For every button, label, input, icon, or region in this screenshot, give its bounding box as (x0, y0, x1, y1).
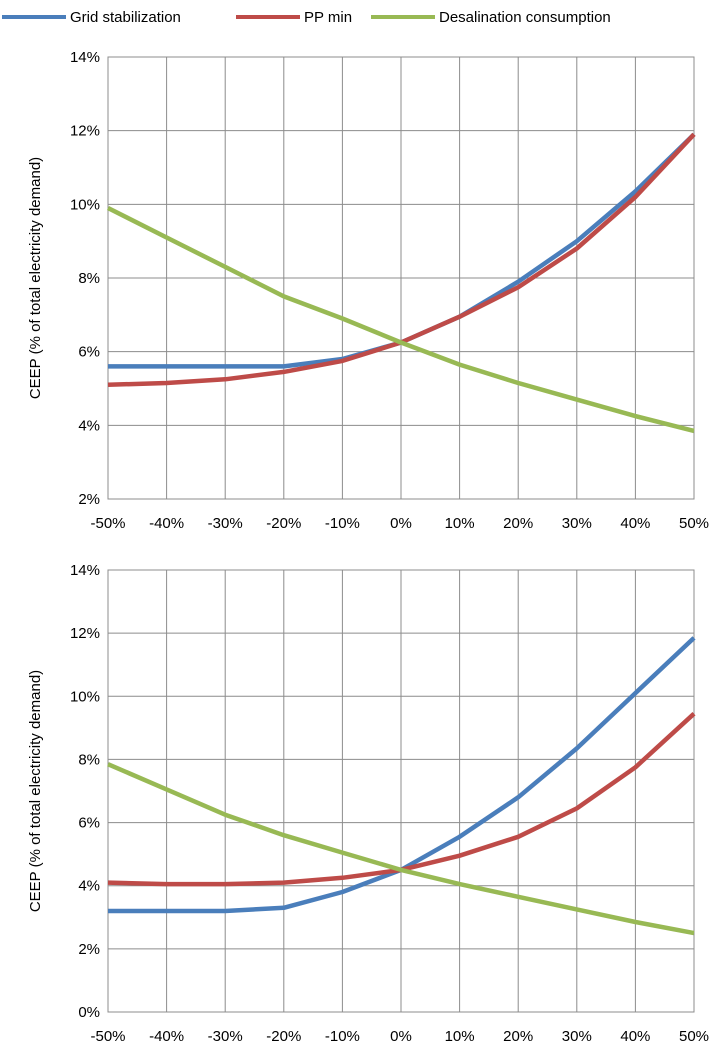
y-axis-title: CEEP (% of total electricity demand) (27, 670, 44, 912)
legend-item-grid-stabilization: Grid stabilization (2, 8, 181, 26)
legend-label-desalination-consumption: Desalination consumption (439, 8, 611, 26)
x-tick-label: -20% (266, 1028, 301, 1045)
y-tick-label: 12% (70, 625, 100, 642)
plot-area-border (107, 56, 695, 500)
plot-area-border (107, 569, 695, 1013)
legend-swatch-pp-min (236, 15, 300, 19)
x-tick-label: -10% (325, 1028, 360, 1045)
x-tick-label: -50% (90, 515, 125, 532)
y-tick-label: 8% (78, 751, 100, 768)
top-line-chart: 2% 4% 6% 8% 10% 12% 14% -50% -40% -30% -20% -10% 0% 1… (27, 49, 709, 532)
x-tick-label: -40% (149, 1028, 184, 1045)
y-tick-label: 2% (78, 491, 100, 508)
x-tick-label: 20% (503, 1028, 533, 1045)
x-tick-label: 40% (620, 1028, 650, 1045)
x-tick-label: 0% (390, 1028, 412, 1045)
series-line-desalination-consumption (106, 205, 695, 434)
x-tick-label: 20% (503, 515, 533, 532)
y-tick-label: 14% (70, 562, 100, 579)
legend-swatch-grid-stabilization (2, 15, 66, 19)
x-tick-label: 50% (679, 515, 709, 532)
y-tick-label: 10% (70, 688, 100, 705)
x-tick-label: -40% (149, 515, 184, 532)
x-tick-label: -20% (266, 515, 301, 532)
x-tick-label: 10% (445, 515, 475, 532)
y-tick-label: 10% (70, 196, 100, 213)
legend-label-pp-min: PP min (304, 8, 353, 26)
x-tick-label: 30% (562, 1028, 592, 1045)
legend-label-grid-stabilization: Grid stabilization (70, 8, 181, 26)
y-tick-label: 14% (70, 49, 100, 66)
x-tick-label: 30% (562, 515, 592, 532)
y-tick-label: 12% (70, 123, 100, 140)
x-tick-label: 10% (445, 1028, 475, 1045)
y-axis-title: CEEP (% of total electricity demand) (27, 157, 44, 399)
y-tick-label: 6% (78, 815, 100, 832)
x-tick-label: -30% (208, 515, 243, 532)
bottom-line-chart: 0% 2% 4% 6% 8% 10% 12% 14% -50% -40% -30% -20% -10% 0… (27, 562, 709, 1045)
y-tick-label: 2% (78, 941, 100, 958)
x-tick-label: -10% (325, 515, 360, 532)
y-tick-label: 0% (78, 1004, 100, 1021)
series-line-desalination-consumption (107, 762, 695, 936)
x-tick-label: 50% (679, 1028, 709, 1045)
legend-item-desalination-consumption: Desalination consumption (371, 8, 611, 26)
x-tick-label: 40% (620, 515, 650, 532)
legend-item-pp-min: PP min (236, 8, 352, 26)
chart-legend: Grid stabilization PP min Desalination c… (0, 0, 713, 34)
y-tick-label: 4% (78, 878, 100, 895)
y-tick-label: 6% (78, 344, 100, 361)
x-tick-label: -30% (208, 1028, 243, 1045)
legend-swatch-desalination-consumption (371, 15, 435, 19)
y-tick-label: 8% (78, 270, 100, 287)
x-tick-label: 0% (390, 515, 412, 532)
gridlines (107, 56, 695, 500)
gridlines (107, 569, 695, 1013)
x-tick-label: -50% (90, 1028, 125, 1045)
y-tick-label: 4% (78, 417, 100, 434)
